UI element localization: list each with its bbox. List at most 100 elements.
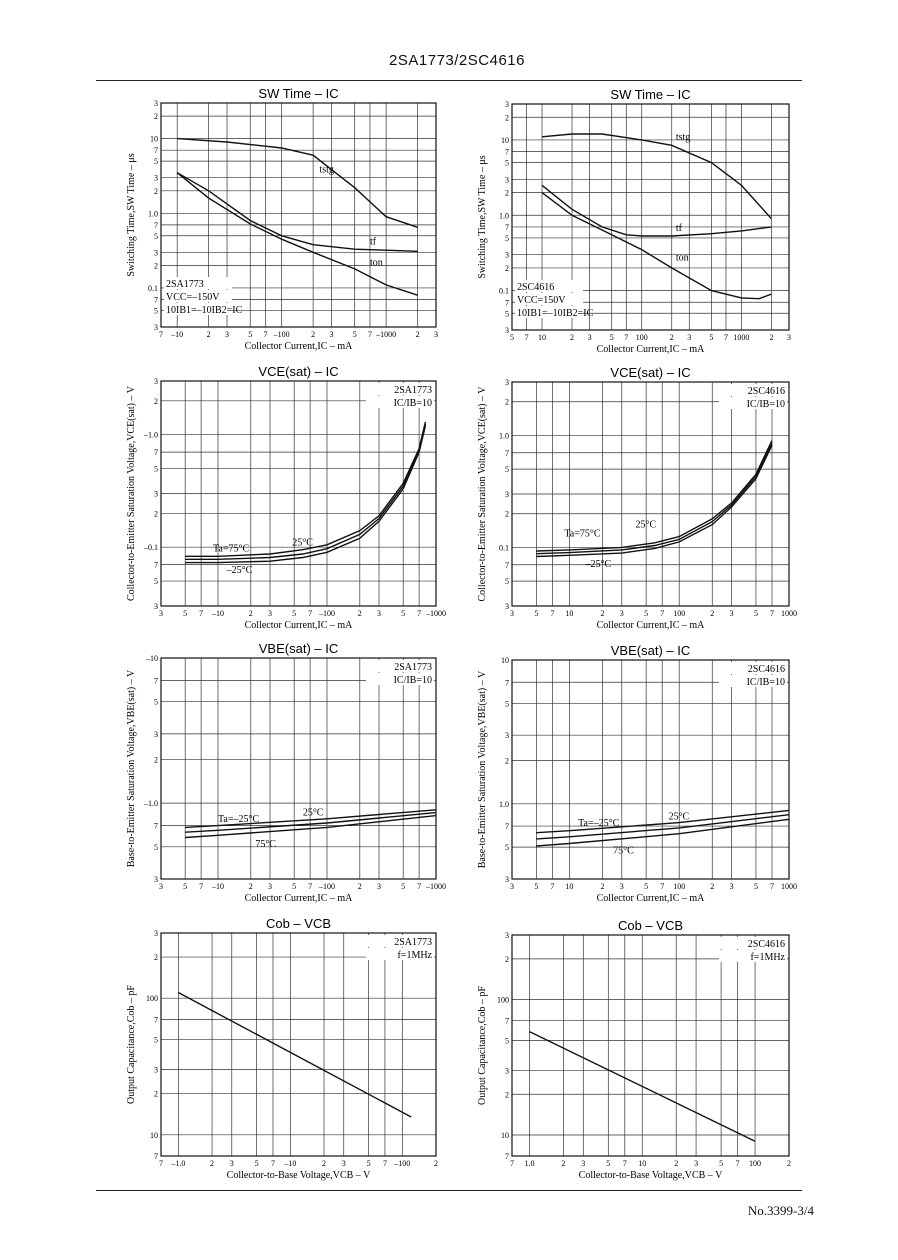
y-axis-label: Collector-to-Emitter Saturation Voltage,… bbox=[477, 386, 488, 602]
y-tick-label: 2 bbox=[505, 757, 509, 766]
series-line-1 bbox=[541, 184, 772, 237]
chart-note: 2SA1773 bbox=[166, 279, 204, 290]
y-tick-label: 2 bbox=[505, 113, 509, 122]
x-tick-label: 7 bbox=[199, 609, 203, 618]
y-tick-label: 7 bbox=[505, 1017, 509, 1026]
curve-label: tf bbox=[676, 223, 683, 234]
note-bg bbox=[719, 950, 787, 962]
x-tick-label: 5 bbox=[510, 333, 514, 342]
curve-label: 25°C bbox=[303, 808, 324, 819]
y-tick-label: 3 bbox=[505, 931, 509, 940]
y-tick-label: 100 bbox=[497, 996, 509, 1005]
y-tick-label: 5 bbox=[154, 157, 158, 166]
x-tick-label: 100 bbox=[749, 1159, 761, 1168]
y-tick-label: 5 bbox=[154, 306, 158, 315]
x-tick-label: 2 bbox=[600, 609, 604, 618]
grid bbox=[160, 932, 437, 1157]
note-bg bbox=[366, 383, 434, 395]
chart-note: 10IB1=–10IB2=IC bbox=[166, 305, 243, 316]
x-tick-label: 10 bbox=[538, 333, 546, 342]
y-tick-label: 3 bbox=[505, 378, 509, 387]
x-tick-label: 100 bbox=[673, 609, 685, 618]
x-tick-label: 100 bbox=[673, 882, 685, 891]
x-tick-label: –100 bbox=[318, 609, 335, 618]
y-axis-label: Output Capacitance,Cob – pF bbox=[477, 986, 488, 1105]
x-tick-label: 2 bbox=[787, 1159, 791, 1168]
chart-vbe-npn: 3 5 7 10 2 3 5 7 100 2 3 5 7 1000 3 5 7 1.0 2 3 5 7 10 VBE(sat)… bbox=[477, 643, 797, 904]
y-tick-label: 2 bbox=[154, 112, 158, 121]
y-tick-label: 5 bbox=[154, 1035, 158, 1044]
y-tick-label: 2 bbox=[154, 509, 158, 518]
x-tick-label: 2 bbox=[322, 1159, 326, 1168]
plot-frame bbox=[160, 657, 437, 880]
x-tick-label: 3 bbox=[342, 1159, 346, 1168]
chart-sw-npn: 5 7 10 2 3 5 7 100 2 3 5 7 1000 2 37530.123571.0235710… bbox=[477, 87, 791, 355]
y-tick-label: 0.1 bbox=[499, 543, 509, 552]
plot-frame bbox=[160, 380, 437, 607]
series-line-1 bbox=[536, 442, 773, 555]
x-tick-label: –1000 bbox=[425, 882, 446, 891]
y-tick-label: 7 bbox=[154, 1015, 158, 1024]
grid bbox=[160, 657, 437, 880]
plot-frame bbox=[160, 102, 437, 328]
x-tick-label: 3 bbox=[620, 609, 624, 618]
y-tick-label: 0.1 bbox=[499, 287, 509, 296]
curve-label: 25°C bbox=[669, 811, 690, 822]
x-tick-label: 5 bbox=[292, 609, 296, 618]
x-tick-label: 7 bbox=[199, 882, 203, 891]
series-line-1 bbox=[536, 814, 790, 840]
y-tick-label: 3 bbox=[154, 99, 158, 108]
chart-note: 2SA1773 bbox=[394, 937, 432, 948]
x-tick-label: 3 bbox=[330, 330, 334, 339]
grid bbox=[511, 659, 790, 880]
x-tick-label: 7 bbox=[368, 330, 372, 339]
x-tick-label: 5 bbox=[754, 882, 758, 891]
y-tick-label: 3 bbox=[505, 602, 509, 611]
y-tick-label: 10 bbox=[501, 1131, 509, 1140]
x-tick-label: 7 bbox=[623, 1159, 627, 1168]
x-tick-label: 5 bbox=[183, 882, 187, 891]
chart-note: 2SA1773 bbox=[394, 662, 432, 673]
x-tick-label: 1000 bbox=[781, 882, 797, 891]
y-tick-label: 1.0 bbox=[148, 209, 158, 218]
chart-note: IC/IB=10 bbox=[394, 675, 432, 686]
y-tick-label: –0.1 bbox=[143, 543, 158, 552]
x-tick-label: 2 bbox=[416, 330, 420, 339]
x-tick-label: 5 bbox=[401, 609, 405, 618]
x-tick-label: 5 bbox=[248, 330, 252, 339]
x-tick-label: 7 bbox=[308, 882, 312, 891]
series-line-0 bbox=[536, 809, 790, 834]
y-tick-label: 7 bbox=[505, 1152, 509, 1161]
x-tick-label: 5 bbox=[292, 882, 296, 891]
y-tick-label: 7 bbox=[505, 822, 509, 831]
x-tick-label: 7 bbox=[660, 609, 664, 618]
x-tick-label: 7 bbox=[417, 882, 421, 891]
y-tick-label: 3 bbox=[154, 323, 158, 332]
y-tick-label: 5 bbox=[154, 465, 158, 474]
grid bbox=[160, 102, 437, 328]
note-bg bbox=[366, 948, 434, 960]
y-axis-label: Collector-to-Emitter Saturation Voltage,… bbox=[126, 385, 137, 601]
x-tick-label: 3 bbox=[230, 1159, 234, 1168]
y-axis-label: Switching Time,SW Time – μs bbox=[126, 153, 137, 276]
grid bbox=[511, 934, 790, 1157]
page-title: 2SA1773/2SC4616 bbox=[389, 52, 525, 69]
x-tick-label: –100 bbox=[393, 1159, 410, 1168]
series-line-2 bbox=[536, 818, 790, 847]
x-tick-label: 5 bbox=[610, 333, 614, 342]
x-tick-label: 7 bbox=[159, 330, 163, 339]
y-tick-label: 5 bbox=[505, 465, 509, 474]
x-tick-label: 5 bbox=[534, 609, 538, 618]
note-bg bbox=[515, 306, 583, 318]
x-tick-label: 3 bbox=[730, 609, 734, 618]
x-axis-label: Collector Current,IC – mA bbox=[597, 620, 706, 631]
chart-note: 2SC4616 bbox=[748, 939, 785, 950]
x-tick-label: 5 bbox=[719, 1159, 723, 1168]
y-tick-label: 10 bbox=[501, 136, 509, 145]
x-tick-label: 5 bbox=[644, 882, 648, 891]
x-tick-label: 2 bbox=[434, 1159, 438, 1168]
curve-label: 75°C bbox=[255, 839, 276, 850]
x-tick-label: 2 bbox=[769, 333, 773, 342]
x-tick-label: 7 bbox=[510, 1159, 514, 1168]
